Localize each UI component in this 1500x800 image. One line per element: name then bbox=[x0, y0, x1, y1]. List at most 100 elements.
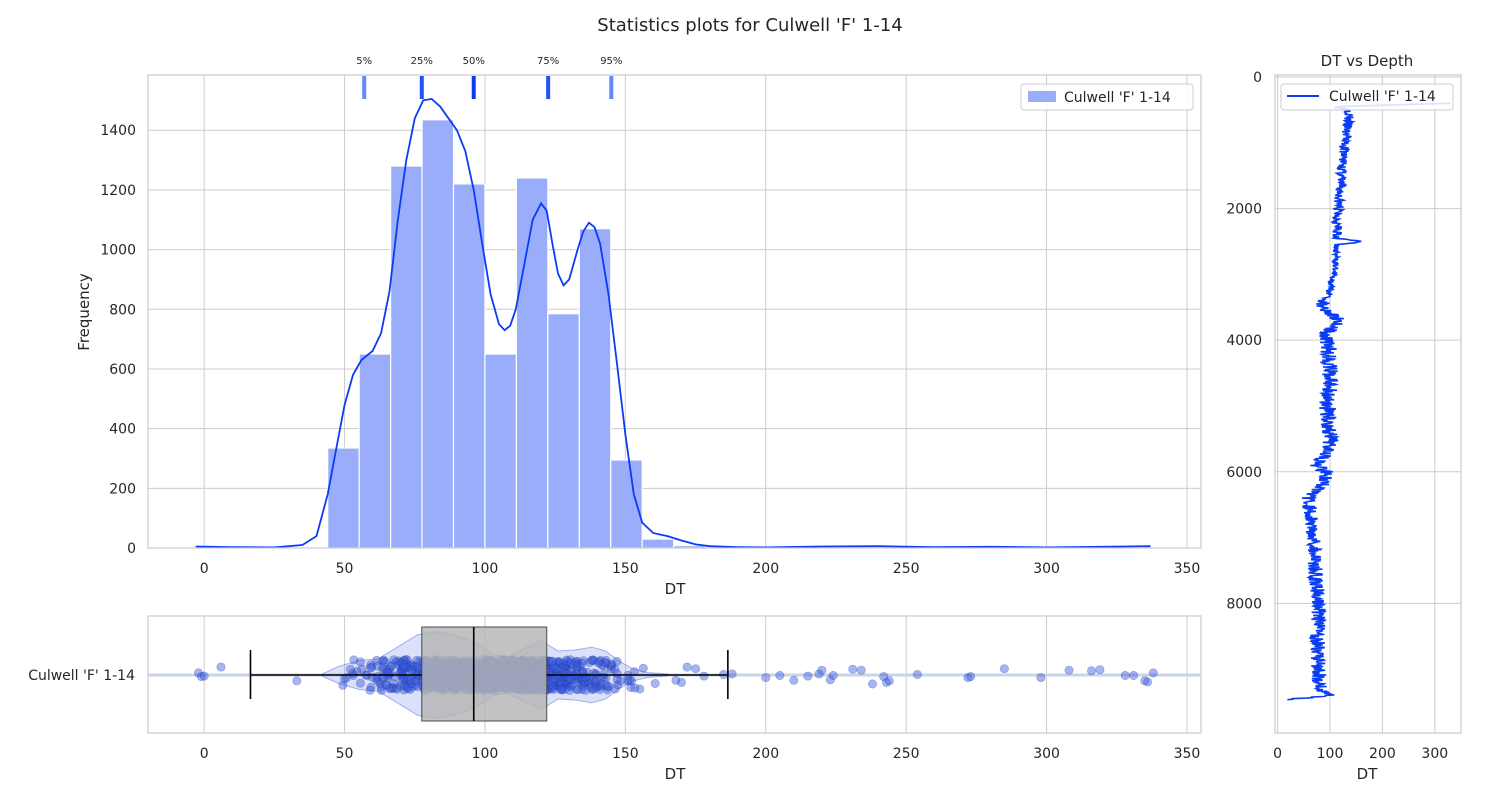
histogram-y-ticks: 0 200 400 600 800 1000 1200 1400 bbox=[100, 123, 136, 557]
strip-point bbox=[593, 682, 603, 692]
strip-point bbox=[588, 675, 598, 685]
outlier-point bbox=[1036, 673, 1046, 683]
strip-point bbox=[556, 676, 566, 686]
strip-point bbox=[576, 676, 586, 686]
strip-point bbox=[559, 658, 569, 668]
strip-point bbox=[385, 684, 395, 694]
depth-y-tick-label: 4000 bbox=[1226, 333, 1262, 349]
strip-point bbox=[407, 660, 417, 670]
strip-point bbox=[579, 678, 589, 688]
strip-point bbox=[606, 664, 616, 674]
strip-point bbox=[554, 656, 564, 666]
strip-point bbox=[600, 658, 610, 668]
strip-point bbox=[572, 661, 582, 671]
strip-point bbox=[355, 678, 365, 688]
strip-point bbox=[392, 684, 402, 694]
percentile-label: 25% bbox=[411, 56, 433, 67]
strip-point bbox=[590, 676, 600, 686]
strip-point bbox=[399, 656, 409, 666]
strip-point bbox=[590, 677, 600, 687]
strip-point bbox=[579, 681, 589, 691]
boxplot-x-axis-label: DT bbox=[665, 765, 687, 783]
strip-point bbox=[572, 665, 582, 675]
outlier-point bbox=[999, 664, 1009, 674]
strip-point bbox=[589, 684, 599, 694]
strip-point bbox=[548, 661, 558, 671]
outlier-point bbox=[196, 672, 206, 682]
outlier-point bbox=[1143, 677, 1153, 687]
outlier-point bbox=[803, 671, 813, 681]
strip-point bbox=[376, 682, 386, 692]
boxplot-x-ticks: 0 50 100 150 200 250 300 350 bbox=[200, 746, 1201, 762]
strip-point bbox=[405, 684, 415, 694]
strip-point bbox=[569, 671, 579, 681]
strip-point bbox=[591, 682, 601, 692]
outlier-point bbox=[789, 675, 799, 685]
histogram-bar bbox=[515, 177, 549, 549]
strip-point bbox=[573, 684, 583, 694]
percentile-marker bbox=[419, 76, 424, 99]
strip-point bbox=[376, 685, 386, 695]
strip-point bbox=[563, 677, 573, 687]
strip-point bbox=[413, 662, 423, 672]
boxplot-x-tick-label: 50 bbox=[336, 746, 354, 762]
strip-point bbox=[571, 658, 581, 668]
strip-point bbox=[402, 659, 412, 669]
strip-point bbox=[612, 656, 622, 666]
strip-point bbox=[551, 681, 561, 691]
strip-point bbox=[561, 676, 571, 686]
strip-point bbox=[624, 676, 634, 686]
outlier-point bbox=[881, 677, 891, 687]
boxplot-x-tick-label: 100 bbox=[472, 746, 499, 762]
strip-point bbox=[589, 668, 599, 678]
histogram-bar bbox=[421, 119, 455, 549]
strip-point bbox=[402, 655, 412, 665]
histogram-panel: 0 50 100 150 200 250 300 350 0 200 400 600 800 1000 1… bbox=[75, 56, 1202, 598]
boxplot-x-tick-label: 200 bbox=[752, 746, 779, 762]
strip-point bbox=[367, 662, 377, 672]
histogram-bar bbox=[358, 353, 392, 549]
depth-legend-label: Culwell 'F' 1-14 bbox=[1329, 89, 1436, 105]
strip-point bbox=[402, 683, 412, 693]
strip-point bbox=[630, 683, 640, 693]
strip-point bbox=[378, 672, 388, 682]
strip-point bbox=[599, 669, 609, 679]
strip-point bbox=[556, 684, 566, 694]
strip-point bbox=[381, 680, 391, 690]
strip-point bbox=[585, 657, 595, 667]
strip-point bbox=[555, 677, 565, 687]
strip-point bbox=[553, 658, 563, 668]
histogram-y-tick-label: 600 bbox=[109, 362, 136, 378]
depth-y-tick-label: 0 bbox=[1253, 70, 1262, 86]
strip-point bbox=[581, 677, 591, 687]
depth-y-tick-label: 6000 bbox=[1226, 465, 1262, 481]
depth-grid bbox=[1275, 75, 1461, 733]
strip-point bbox=[554, 662, 564, 672]
histogram-bar bbox=[327, 447, 360, 549]
strip-point bbox=[560, 684, 570, 694]
strip-point bbox=[397, 677, 407, 687]
percentile-marker bbox=[546, 76, 551, 99]
histogram-x-tick-label: 50 bbox=[336, 561, 354, 577]
strip-point bbox=[548, 676, 558, 686]
strip-point bbox=[385, 683, 395, 693]
histogram-x-tick-label: 200 bbox=[752, 561, 779, 577]
strip-point bbox=[604, 681, 614, 691]
histogram-legend-swatch bbox=[1028, 91, 1056, 102]
outlier-point bbox=[1148, 668, 1158, 678]
strip-point bbox=[402, 662, 412, 672]
strip-point bbox=[393, 656, 403, 666]
strip-point bbox=[410, 661, 420, 671]
depth-panel: DT vs Depth 0 100 200 300 0 2000 4000 6000 8000… bbox=[1226, 52, 1462, 783]
histogram-y-tick-label: 200 bbox=[109, 481, 136, 497]
strip-point bbox=[372, 655, 382, 665]
kde-curve bbox=[195, 97, 1151, 549]
percentile-marker bbox=[609, 76, 614, 99]
strip-point bbox=[561, 660, 571, 670]
boxplot-frame bbox=[147, 615, 1202, 734]
depth-x-tick-label: 0 bbox=[1273, 746, 1282, 762]
outlier-point bbox=[727, 669, 737, 679]
strip-point bbox=[403, 683, 413, 693]
strip-point bbox=[399, 663, 409, 673]
strip-point bbox=[594, 657, 604, 667]
